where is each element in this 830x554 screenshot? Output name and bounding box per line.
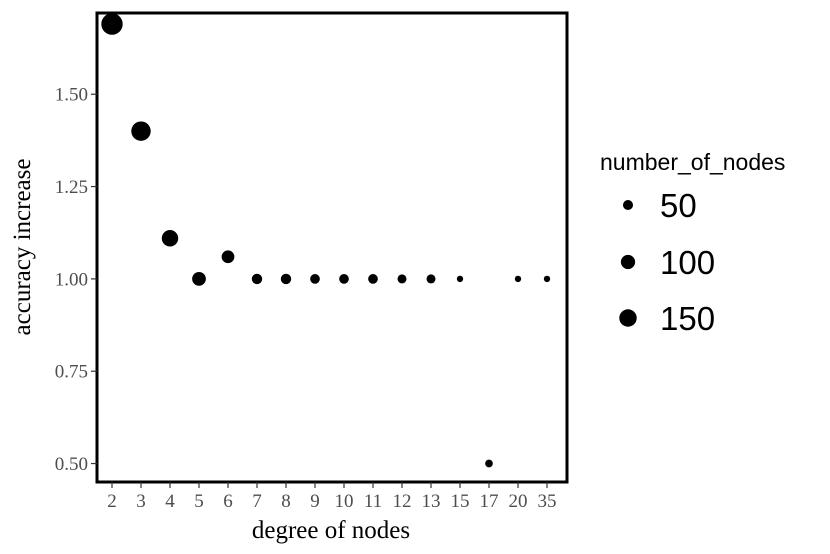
y-axis-title: accuracy increase [9, 159, 36, 336]
legend-key-circle [619, 309, 637, 327]
y-tick-label: 0.75 [55, 362, 88, 383]
x-tick-label: 7 [252, 491, 262, 512]
x-tick-label: 6 [223, 491, 233, 512]
y-tick-label: 1.50 [55, 85, 88, 106]
x-tick-label: 17 [480, 491, 499, 512]
x-tick-label: 4 [165, 491, 175, 512]
data-point [426, 274, 436, 284]
data-point [543, 275, 551, 283]
data-point [161, 230, 179, 247]
x-axis-ticks: 2 3 4 5 6 7 8 9 10 11 12 13 15 17 20 35 [107, 482, 557, 512]
legend-label: 100 [660, 244, 715, 281]
data-point [131, 121, 151, 141]
x-tick-label: 3 [136, 491, 146, 512]
data-point [221, 250, 235, 264]
data-point [310, 274, 320, 284]
data-point [192, 272, 206, 286]
data-point [368, 274, 378, 284]
plot-panel [95, 11, 569, 484]
x-tick-label: 20 [509, 491, 528, 512]
data-point [280, 273, 292, 285]
x-tick-label: 8 [281, 491, 291, 512]
x-tick-label: 15 [451, 491, 470, 512]
x-tick-label: 11 [364, 491, 382, 512]
x-tick-label: 9 [310, 491, 320, 512]
data-point [514, 275, 522, 283]
data-point [251, 273, 263, 285]
legend-label: 50 [660, 187, 697, 224]
x-tick-label: 10 [335, 491, 354, 512]
data-point [101, 13, 123, 35]
data-point [397, 274, 407, 284]
x-tick-label: 2 [107, 491, 117, 512]
x-axis-title: degree of nodes [252, 517, 410, 544]
legend-label: 150 [660, 300, 715, 337]
x-tick-label: 5 [194, 491, 204, 512]
data-point [339, 274, 349, 284]
y-tick-label: 1.00 [55, 269, 88, 290]
legend-key-circle [622, 199, 634, 211]
data-point [456, 275, 464, 283]
x-tick-label: 35 [538, 491, 557, 512]
y-tick-label: 0.50 [55, 454, 88, 475]
legend-key-circle [620, 254, 636, 270]
legend-title: number_of_nodes [600, 149, 785, 175]
x-tick-label: 13 [422, 491, 441, 512]
y-tick-label: 1.25 [55, 177, 88, 198]
data-points [101, 13, 551, 468]
x-tick-label: 12 [393, 491, 412, 512]
y-axis-ticks: 0.50 0.75 1.00 1.25 1.50 [55, 85, 97, 475]
data-point [485, 459, 493, 468]
size-legend: 50 100 150 [619, 187, 715, 337]
